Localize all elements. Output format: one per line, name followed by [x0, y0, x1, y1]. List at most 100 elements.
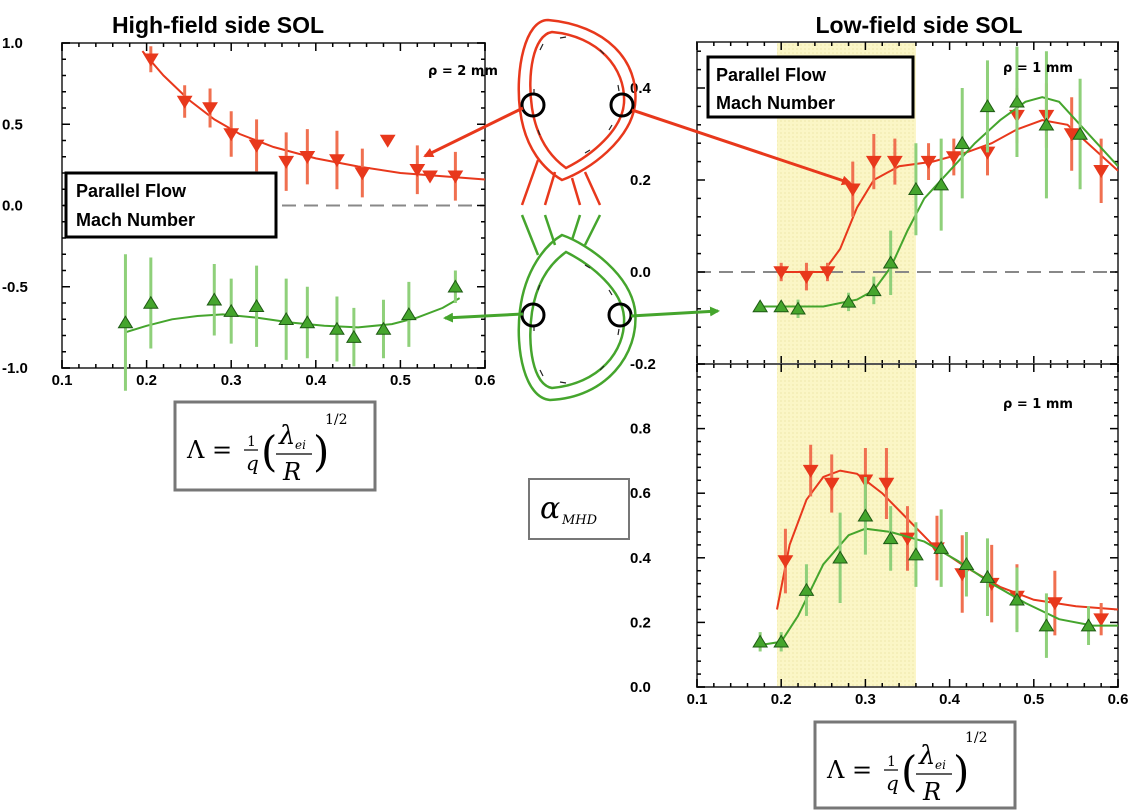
- red-data-point: [1063, 128, 1080, 142]
- red-data-point: [299, 151, 316, 165]
- svg-text:ei: ei: [295, 438, 306, 452]
- y-tick-label: 0.0: [630, 264, 651, 281]
- y-tick-label: 0.6: [630, 485, 651, 502]
- probe-circle-red-outer: [609, 92, 635, 118]
- shaded-region: [776, 364, 916, 687]
- red-data-point: [354, 167, 371, 181]
- svg-text:α: α: [540, 491, 560, 526]
- y-tick-label: 0.4: [630, 550, 652, 567]
- red-arrow-to-hfs: [423, 106, 524, 158]
- red-data-point: [329, 154, 345, 168]
- hfs-title: High-field side SOL: [112, 12, 324, 38]
- svg-text:): ): [313, 427, 329, 476]
- probe-circle-green-outer: [607, 302, 633, 328]
- red-data-point: [278, 155, 295, 169]
- green-data-point: [1080, 618, 1097, 632]
- svg-text:1/2: 1/2: [325, 412, 348, 428]
- lfs-flow-label-line1: Parallel Flow: [716, 65, 827, 85]
- red-data-point: [773, 266, 790, 280]
- tokamak-green-schematic: [517, 214, 637, 402]
- green-data-point: [882, 255, 899, 269]
- green-data-point: [882, 531, 899, 545]
- svg-text:1/2: 1/2: [965, 730, 988, 746]
- red-data-point: [1093, 165, 1110, 179]
- green-data-point: [400, 307, 417, 321]
- red-data-point: [945, 151, 962, 165]
- svg-text:R: R: [282, 458, 301, 486]
- x-tick-label: 0.6: [475, 372, 496, 389]
- green-data-point: [1009, 94, 1025, 108]
- rho-hfs-label: ρ = 2 mm: [428, 64, 498, 79]
- green-data-point: [1009, 592, 1025, 606]
- svg-text:λ: λ: [278, 421, 295, 451]
- red-data-point: [142, 53, 159, 67]
- red-data-point: [447, 170, 464, 184]
- x-tick-label: 0.2: [771, 691, 792, 708]
- green-data-point: [840, 294, 857, 308]
- svg-text:Λ =: Λ =: [826, 756, 872, 784]
- red-fit-curve: [141, 50, 486, 181]
- y-tick-label: 1.0: [2, 35, 23, 52]
- green-data-point: [773, 634, 790, 648]
- red-data-point: [819, 266, 836, 280]
- green-data-point: [954, 135, 971, 149]
- probe-circle-red-inner: [520, 92, 546, 118]
- y-tick-label: 0.2: [630, 172, 651, 189]
- x-tick-label: 0.5: [390, 372, 411, 389]
- rho-lfs-bottom-label: ρ = 1 mm: [1003, 397, 1073, 412]
- red-data-point: [798, 270, 815, 284]
- green-data-point: [790, 301, 806, 315]
- lfs-alpha-chart: 0.1 0.2 0.3 0.4 0.5 0.6 0.0 0.2 0.4 0.6 0.8: [630, 363, 1129, 708]
- lfs-flow-label-line2: Mach Number: [716, 93, 835, 113]
- green-data-point: [375, 321, 392, 335]
- green-data-point: [979, 99, 996, 113]
- green-data-point: [299, 315, 316, 329]
- svg-text:(: (: [261, 427, 277, 476]
- green-data-point: [933, 540, 950, 554]
- red-data-point: [223, 128, 240, 142]
- probe-circles: [520, 92, 635, 328]
- svg-text:1: 1: [247, 434, 256, 450]
- green-data-point: [773, 299, 790, 313]
- green-data-point: [979, 569, 996, 583]
- green-arrow-to-hfs: [443, 312, 524, 323]
- green-arrow-to-lfs: [630, 306, 720, 318]
- x-tick-label: 0.1: [687, 691, 708, 708]
- red-data-point: [878, 477, 895, 491]
- green-fit-curve: [759, 527, 1118, 646]
- red-arrow-to-lfs: [631, 108, 852, 186]
- green-data-point: [798, 582, 815, 596]
- red-data-point: [844, 183, 861, 197]
- alpha-mhd-ylabel: α MHD: [528, 478, 630, 540]
- y-tick-label: -0.5: [2, 279, 28, 296]
- svg-text:q: q: [246, 451, 259, 475]
- svg-text:): ): [953, 747, 969, 796]
- red-data-point: [248, 139, 265, 153]
- svg-text:ei: ei: [935, 758, 946, 772]
- green-data-point: [857, 508, 874, 522]
- green-data-point: [278, 311, 295, 325]
- green-data-point: [248, 298, 265, 312]
- green-data-point: [329, 321, 345, 335]
- red-data-point: [1046, 597, 1063, 611]
- green-data-point: [908, 181, 924, 195]
- y-tick-label: 0.5: [2, 116, 23, 133]
- green-data-point: [958, 556, 975, 571]
- green-data-point: [206, 292, 223, 306]
- x-tick-label: 0.3: [221, 372, 242, 389]
- red-data-point: [202, 102, 218, 116]
- svg-text:(: (: [901, 747, 917, 796]
- red-data-point: [409, 164, 426, 178]
- y-tick-label: 0.0: [630, 679, 651, 696]
- y-tick-label: 0.2: [630, 614, 651, 631]
- red-data-point: [802, 464, 819, 478]
- svg-text:q: q: [886, 771, 899, 795]
- green-data-point: [223, 303, 240, 317]
- x-tick-label: 0.5: [1023, 691, 1044, 708]
- hfs-mach-chart: 0.1 0.2 0.3 0.4 0.5 0.6 -1.0 -0.5 0.0 0.5 1.0: [2, 35, 495, 391]
- svg-text:Λ =: Λ =: [186, 436, 232, 464]
- y-tick-label: 0.8: [630, 421, 651, 438]
- x-tick-label: 0.6: [1108, 691, 1129, 708]
- svg-text:1: 1: [887, 754, 896, 770]
- x-tick-label: 0.3: [855, 691, 876, 708]
